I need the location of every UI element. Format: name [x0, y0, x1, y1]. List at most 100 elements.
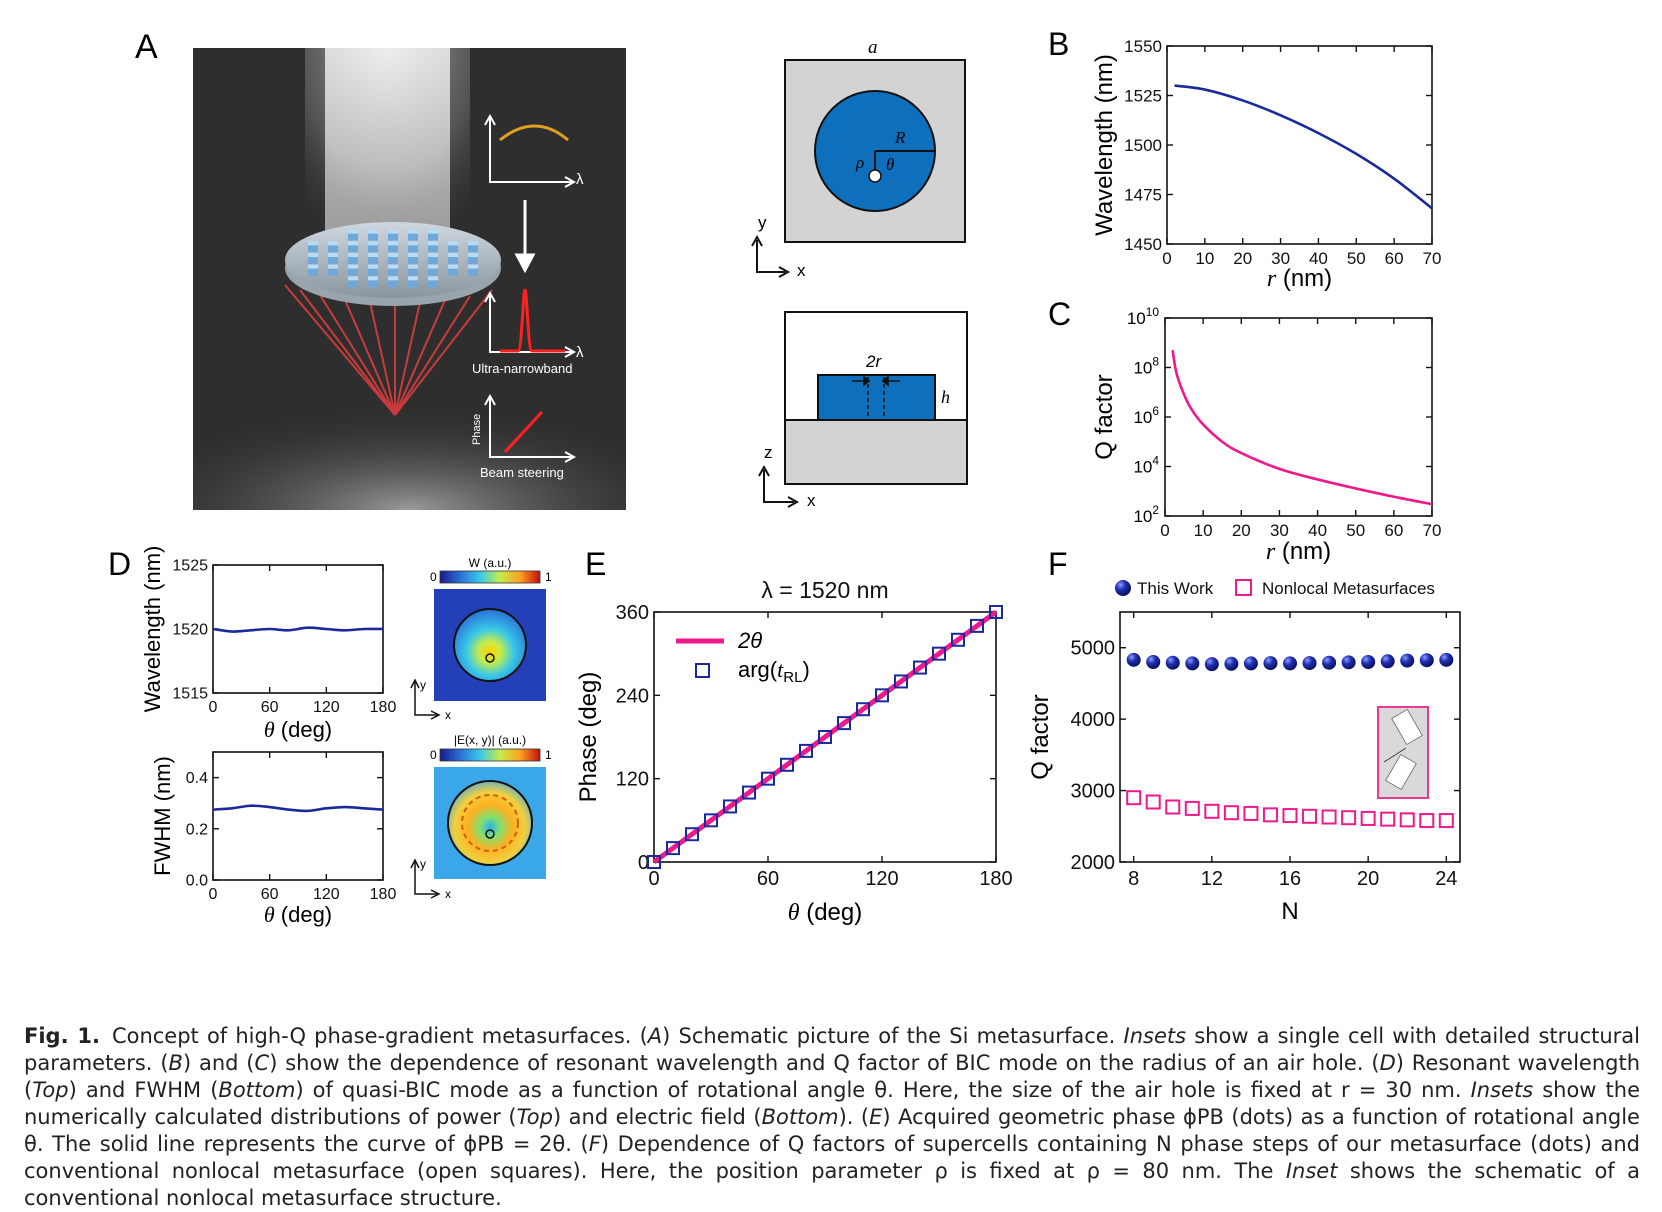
axis-label-unit: (nm): [1275, 538, 1331, 565]
data-point-square: [1145, 794, 1161, 810]
data-point-square: [1126, 790, 1142, 806]
chart-d-fwhm-vs-theta: 0 60 120 180 0.0 0.2 0.4 θ (deg) FWHM (nm): [150, 751, 396, 927]
height-label: h: [941, 387, 950, 407]
axis-label-unit: (nm): [1276, 265, 1332, 292]
side-axes-icon: [758, 464, 800, 508]
panel-label-b: B: [1048, 26, 1069, 62]
field-map-title: |E(x, y)| (a.u.): [454, 733, 526, 747]
y-tick-label: 1475: [1124, 185, 1162, 204]
x-tick-label: 20: [1232, 521, 1251, 540]
y-tick-label: 104: [1133, 454, 1159, 477]
data-point-ball: [1126, 652, 1141, 667]
rho-label: ρ: [855, 153, 864, 172]
si-pillar: [817, 374, 936, 421]
data-point-ball: [1419, 653, 1434, 668]
data-point-ball: [1322, 655, 1337, 670]
x-tick-label: 30: [1271, 249, 1290, 268]
data-point-square: [837, 716, 851, 731]
tick-base: 10: [1133, 507, 1152, 526]
data-point-square: [723, 799, 737, 814]
legend-label-2theta: 2θ: [737, 628, 762, 653]
pillar-top: [368, 276, 378, 281]
pillar: [448, 266, 458, 276]
panel-label-f: F: [1048, 546, 1068, 582]
pillar: [408, 231, 418, 241]
data-point-ball: [1185, 656, 1200, 671]
y-axis-label: Phase (deg): [575, 672, 602, 803]
data-point-ball: [1341, 655, 1356, 670]
data-point-ball: [1243, 656, 1258, 671]
chart-e-phase-vs-theta: 0 60 120 180 0 120 240 360 θ (deg) Phase (deg) λ =…: [575, 577, 1013, 926]
x-axis-label: r (nm): [1267, 265, 1332, 292]
data-point-square: [1438, 813, 1454, 829]
caption-text: D: [1379, 1051, 1396, 1075]
x-tick-label: 12: [1201, 868, 1223, 890]
axis-label-unit: (deg): [275, 902, 332, 927]
data-point-square: [913, 660, 927, 675]
plot-frame: [1166, 45, 1433, 245]
pillar-top: [368, 264, 378, 269]
caption-text: Insets: [1123, 1024, 1187, 1048]
chart-b-wavelength-vs-r: 0 10 20 30 40 50 60 70 1450 1475 1500 1525 1550 r (nm…: [1091, 37, 1441, 292]
series-line: [1171, 349, 1433, 506]
pillar: [308, 266, 318, 276]
pillar-top: [348, 229, 358, 234]
caption-text: ) Schematic picture of the Si metasurfac…: [662, 1024, 1124, 1048]
axis-label-unit: (deg): [275, 717, 332, 742]
pillar-top: [408, 229, 418, 234]
side-axis-x: x: [807, 491, 816, 510]
data-point-square: [742, 785, 756, 800]
y-tick-label: 0: [638, 852, 649, 874]
pillar: [428, 278, 438, 288]
data-point-square: [1184, 800, 1200, 816]
y-tick-label: 106: [1133, 404, 1159, 427]
data-point-ball: [1439, 652, 1454, 667]
x-tick-label: 0: [1162, 249, 1171, 268]
caption-text: Inset: [1285, 1159, 1338, 1183]
pillar-top: [348, 264, 358, 269]
pillar-top: [468, 264, 478, 269]
data-point-square: [761, 771, 775, 786]
pillar-top: [368, 241, 378, 246]
pillar-top: [388, 241, 398, 246]
x-tick-label: 24: [1435, 868, 1457, 890]
dispersion-inset: [484, 113, 577, 188]
x-tick-label: 8: [1128, 868, 1139, 890]
x-tick-label: 30: [1270, 521, 1289, 540]
axis-label-var: θ: [264, 902, 275, 927]
power-map-title: W (a.u.): [469, 556, 512, 570]
y-tick-label: 0.0: [186, 873, 208, 890]
data-point-square: [856, 702, 870, 717]
data-point-square: [875, 688, 889, 703]
x-tick-label: 0: [209, 699, 218, 716]
caption-text: ) Dependence of Q factors of supercells …: [24, 1132, 1640, 1183]
pillar: [408, 266, 418, 276]
pillar-top: [448, 241, 458, 246]
pillar-top: [468, 253, 478, 257]
caption-text: E: [869, 1105, 883, 1129]
y-tick-label: 3000: [1071, 781, 1116, 803]
power-axis-y: y: [420, 678, 426, 692]
pillar-top: [428, 241, 438, 246]
beam-steering-label: Beam steering: [480, 465, 564, 480]
data-point-square: [989, 605, 1003, 619]
caption-text: ) and FWHM (: [68, 1078, 219, 1102]
data-point-square: [647, 855, 661, 869]
x-tick-label: 120: [313, 886, 340, 903]
data-point-square: [1243, 805, 1259, 821]
legend-swatch-square: [695, 663, 710, 678]
top-axis-y: y: [758, 213, 767, 232]
chart-title: λ = 1520 nm: [761, 577, 888, 603]
plot-frame: [1164, 317, 1433, 517]
data-point-square: [1360, 810, 1376, 826]
tick-exponent: 4: [1152, 454, 1159, 468]
field-axis-y: y: [420, 857, 426, 871]
period-label: a: [868, 37, 878, 58]
pillar: [408, 243, 418, 253]
caption-text: Top: [32, 1078, 69, 1102]
data-point-ball: [1263, 656, 1278, 671]
power-cbar-max: 1: [545, 570, 552, 584]
pillar-top: [328, 264, 338, 269]
pillar: [368, 278, 378, 288]
